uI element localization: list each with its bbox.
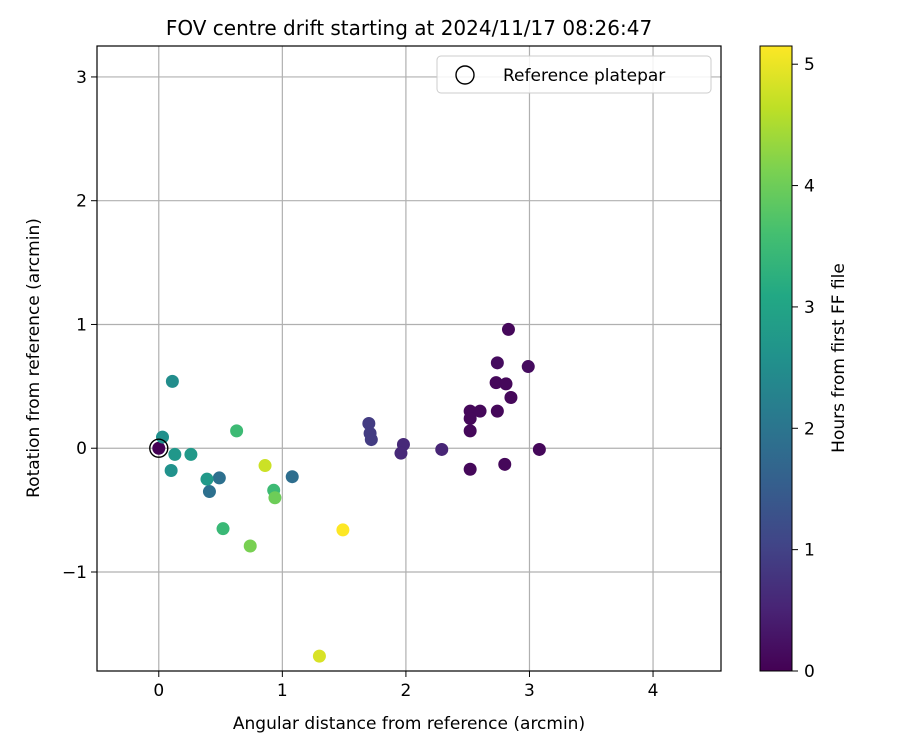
data-point bbox=[164, 464, 178, 478]
y-tick-label: 3 bbox=[76, 68, 87, 88]
x-tick-label: 3 bbox=[524, 681, 535, 701]
data-point bbox=[499, 377, 513, 391]
data-point bbox=[155, 430, 169, 444]
data-point bbox=[268, 491, 282, 505]
data-point bbox=[184, 447, 198, 461]
legend-box bbox=[436, 55, 712, 94]
y-tick-label: 0 bbox=[76, 439, 87, 459]
data-points bbox=[152, 322, 546, 663]
data-point bbox=[312, 649, 326, 663]
reference-layer bbox=[149, 438, 169, 458]
y-axis-ticks: −1 0 1 2 3 bbox=[62, 68, 97, 583]
legend-marker bbox=[455, 65, 475, 85]
colorbar-tick-label: 0 bbox=[804, 662, 815, 682]
data-point bbox=[521, 360, 535, 374]
data-point bbox=[394, 446, 408, 460]
data-point bbox=[463, 462, 477, 476]
x-axis-ticks: 0 1 2 3 4 bbox=[153, 671, 658, 701]
x-axis-label: Angular distance from reference (arcmin) bbox=[233, 714, 585, 734]
colorbar-ticks: 0 1 2 3 4 5 bbox=[792, 55, 815, 682]
x-tick-label: 2 bbox=[400, 681, 411, 701]
x-tick-label: 1 bbox=[277, 681, 288, 701]
data-point bbox=[216, 522, 230, 536]
data-point bbox=[463, 424, 477, 438]
colorbar-tick-label: 1 bbox=[804, 541, 815, 561]
data-point bbox=[498, 457, 512, 471]
data-point bbox=[152, 441, 166, 455]
y-tick-label: 1 bbox=[76, 315, 87, 335]
data-point bbox=[212, 471, 226, 485]
data-point bbox=[490, 404, 504, 418]
y-tick-label: 2 bbox=[76, 192, 87, 212]
data-point bbox=[285, 470, 299, 484]
legend-label: Reference platepar bbox=[503, 66, 665, 86]
legend: Reference platepar bbox=[436, 55, 712, 94]
data-point bbox=[336, 523, 350, 537]
y-axis-label: Rotation from reference (arcmin) bbox=[24, 218, 44, 498]
colorbar-tick-label: 4 bbox=[804, 177, 815, 197]
data-point bbox=[364, 433, 378, 447]
data-point bbox=[230, 424, 244, 438]
data-point bbox=[362, 416, 376, 430]
data-point bbox=[165, 374, 179, 388]
data-point bbox=[202, 485, 216, 499]
grid-lines bbox=[97, 46, 721, 671]
data-point bbox=[243, 539, 257, 553]
colorbar-tick-label: 5 bbox=[804, 55, 815, 75]
data-point bbox=[489, 376, 503, 390]
colorbar-tick-label: 3 bbox=[804, 298, 815, 318]
data-point bbox=[473, 404, 487, 418]
x-tick-label: 4 bbox=[648, 681, 659, 701]
y-tick-label: −1 bbox=[62, 563, 87, 583]
data-point bbox=[200, 472, 214, 486]
colorbar-tick-label: 2 bbox=[804, 419, 815, 439]
colorbar bbox=[759, 45, 793, 672]
data-point bbox=[258, 459, 272, 473]
data-point bbox=[504, 390, 518, 404]
reference-platepar-marker bbox=[149, 438, 169, 458]
data-point bbox=[168, 447, 182, 461]
plot-frame bbox=[96, 45, 722, 672]
colorbar-label: Hours from first FF file bbox=[829, 263, 849, 453]
chart-title: FOV centre drift starting at 2024/11/17 … bbox=[166, 16, 652, 40]
data-point bbox=[463, 412, 477, 426]
data-point bbox=[435, 442, 449, 456]
x-tick-label: 0 bbox=[153, 681, 164, 701]
data-point bbox=[532, 442, 546, 456]
data-point bbox=[490, 356, 504, 370]
data-point bbox=[501, 322, 515, 336]
